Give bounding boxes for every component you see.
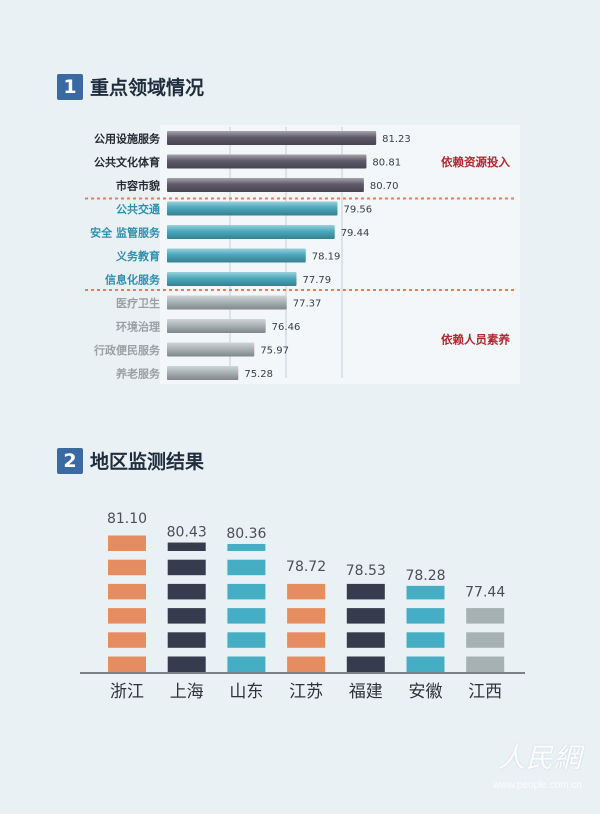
bar-segment [167,608,206,624]
bar-segment [167,656,206,672]
bar-segment [108,632,146,648]
category-label: 浙江 [110,682,144,702]
bar-segment [346,608,385,624]
category-label: 福建 [349,682,383,702]
value-label: 78.28 [405,568,445,584]
bar-segment [227,583,266,600]
bar-segment [167,583,206,600]
bar-segment [346,656,385,672]
category-label: 信息化服务 [105,273,161,287]
value-label: 80.43 [167,525,207,541]
value-label: 79.56 [343,205,372,216]
bar-segment [227,559,266,576]
bar-segment [227,656,266,672]
bar-segment [108,559,146,576]
bar-segment [466,632,505,648]
category-label: 养老服务 [115,367,161,381]
watermark-logo: 人民網 [498,743,582,774]
bar-segment [287,608,326,624]
bar-segment [287,583,326,600]
bar-segment [346,583,385,600]
category-label: 江苏 [289,682,323,702]
category-label: 市容市貌 [116,179,160,193]
bar-segment [466,608,505,624]
bar [167,342,255,357]
section-number: 1 [57,73,83,100]
bar-segment [167,559,206,576]
bar-segment [346,632,385,648]
bar-segment [108,608,146,624]
category-label: 医疗卫生 [116,296,160,310]
bar-segment [406,608,445,624]
section-title: 地区监测结果 [90,451,205,473]
value-label: 77.44 [465,585,505,601]
bar [167,154,367,169]
value-label: 81.23 [382,134,411,145]
category-label: 行政便民服务 [93,343,161,357]
bar [167,366,239,380]
bar-segment [406,632,445,648]
bar [167,272,297,286]
value-label: 76.46 [272,322,301,333]
category-label: 上海 [170,682,204,702]
section-1-header: 1 重点领域情况 [57,73,204,100]
group-annotation: 依赖人员素养 [441,333,510,347]
category-label: 安全 监管服务 [90,226,161,240]
bar [167,201,338,216]
value-label: 77.37 [293,299,322,310]
category-label: 公用设施服务 [94,132,161,146]
section-title: 重点领域情况 [90,77,205,99]
bar [167,225,335,239]
value-label: 80.81 [372,158,401,169]
value-label: 75.97 [260,346,289,357]
bar-segment [227,543,266,551]
value-label: 78.19 [312,252,341,263]
key-areas-bar-chart: 公用设施服务 81.23 公共文化体育 80.81 市容市貌 80.70 公共交通 79.56… [85,125,520,384]
value-label: 81.10 [107,511,147,527]
category-label: 环境治理 [116,320,160,334]
bar-segment [108,535,146,551]
category-label: 安徽 [409,682,443,702]
category-label: 江西 [468,682,502,702]
value-label: 79.44 [341,228,370,239]
value-label: 78.72 [286,559,326,575]
bar [167,248,306,263]
bar-segment [227,608,266,624]
bar-segment [167,632,206,648]
value-label: 77.79 [302,275,331,286]
bar-segment [108,583,146,600]
section-2-header: 2 地区监测结果 [57,447,204,474]
category-label: 公共文化体育 [94,155,160,169]
bar-segment [108,656,146,672]
group-annotation: 依赖资源投入 [441,155,510,169]
section-number: 2 [57,447,83,474]
bar [167,131,377,145]
bar-segment [227,632,266,648]
value-label: 75.28 [244,369,273,380]
bar [167,319,266,333]
bar [167,295,287,310]
bar-segment [287,656,326,672]
value-label: 80.70 [370,181,399,192]
category-label: 山东 [229,682,263,702]
bar-segment [406,656,445,672]
value-label: 80.36 [226,526,266,542]
value-label: 78.53 [346,563,386,579]
bar-segment [406,585,445,600]
bar-segment [287,632,326,648]
bar-segment [466,656,505,672]
watermark-url: www.people.com.cn [493,780,582,791]
category-label: 公共交通 [116,202,160,216]
bar-segment [167,542,206,551]
bar [167,178,364,192]
category-label: 义务教育 [116,249,160,263]
